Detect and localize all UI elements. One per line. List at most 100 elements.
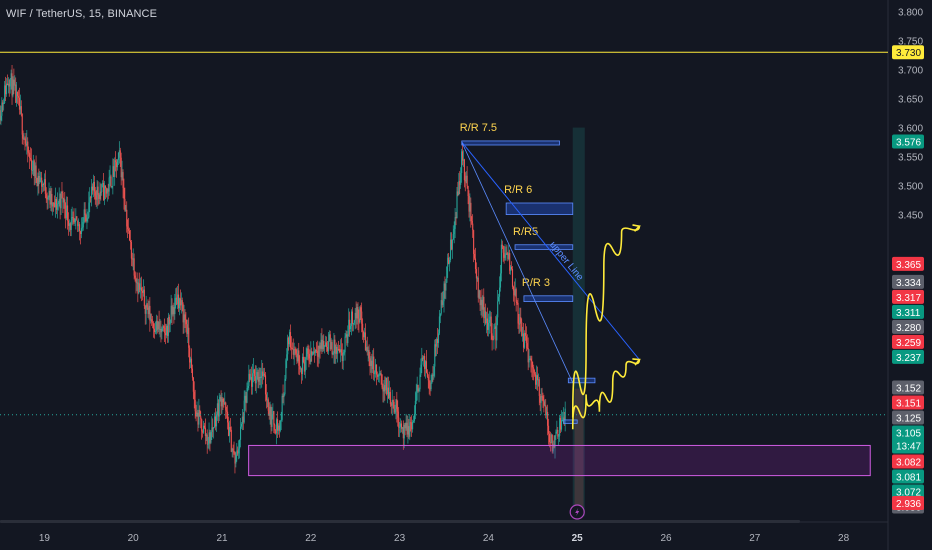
candle-body: [449, 239, 452, 261]
candle-body: [284, 378, 286, 395]
candle-body: [42, 184, 44, 187]
candle-body: [251, 377, 253, 387]
price-badge: [892, 410, 924, 425]
candle-body: [183, 314, 185, 323]
candle-body: [374, 372, 376, 375]
candle-body: [165, 332, 167, 336]
candle-body: [337, 348, 339, 354]
candle-body: [443, 283, 445, 302]
candle-body: [431, 374, 433, 383]
price-badge-text: 3.082: [896, 457, 921, 468]
candle-body: [197, 412, 199, 425]
price-badge: [892, 349, 924, 364]
rr-zone-2[interactable]: [505, 202, 574, 216]
candle-body: [94, 191, 96, 196]
candle-body: [325, 342, 327, 347]
candle-body: [287, 337, 289, 355]
candle-body: [39, 179, 41, 183]
candle-body: [372, 356, 374, 370]
candle-body: [317, 355, 319, 357]
price-badge: [892, 395, 924, 410]
candle-body: [55, 198, 58, 210]
candle-body: [45, 193, 47, 199]
candle-body: [275, 430, 277, 434]
candle-body: [209, 432, 211, 443]
candle-body: [440, 300, 442, 314]
candle-body: [489, 316, 491, 320]
candle-body: [352, 323, 354, 325]
upper-trend-line[interactable]: [461, 141, 640, 360]
candle-body: [166, 325, 168, 336]
candle-body: [512, 286, 514, 291]
candle-body: [19, 106, 21, 110]
candle-body: [175, 297, 177, 299]
candle-body: [1, 102, 3, 116]
candle-body: [460, 172, 462, 185]
rr-zone-4[interactable]: [523, 295, 574, 302]
lower-trend-line[interactable]: [461, 141, 574, 383]
rr-zone-3[interactable]: [514, 244, 574, 250]
candle-body: [504, 254, 506, 258]
candle-body: [423, 356, 425, 359]
candle-body: [360, 307, 362, 312]
candle-body: [118, 150, 120, 153]
candle-body: [217, 403, 219, 417]
candle-body: [472, 223, 474, 231]
candle-body: [190, 358, 193, 369]
candle-body: [166, 325, 169, 336]
candle-body: [338, 348, 341, 353]
candle-body: [332, 353, 334, 355]
candle-body: [2, 102, 4, 104]
candle-body: [404, 424, 406, 429]
candle-body: [84, 209, 86, 216]
price-badge: [892, 454, 924, 469]
candle-body: [274, 424, 276, 431]
time-scrollbar[interactable]: [0, 520, 800, 523]
candle-body: [185, 319, 187, 325]
candle-body: [349, 319, 351, 330]
candle-body: [406, 422, 408, 435]
candle-body: [407, 426, 409, 435]
candle-body: [22, 134, 24, 139]
candle-body: [479, 290, 481, 306]
candle-body: [548, 433, 551, 443]
candle-body: [127, 226, 129, 230]
candle-body: [557, 429, 559, 437]
candle-body: [111, 186, 113, 188]
candle-body: [60, 191, 62, 209]
candle-body: [505, 253, 507, 255]
rr-zone-6[interactable]: [563, 419, 578, 424]
candle-body: [205, 434, 207, 436]
projection-up-path[interactable]: [571, 226, 641, 418]
rr-zone-5[interactable]: [567, 377, 596, 384]
candle-body: [47, 197, 49, 199]
candle-body: [70, 220, 72, 230]
candle-body: [100, 191, 102, 193]
candle-body: [52, 202, 54, 207]
rr-zone-1[interactable]: [461, 140, 560, 146]
candle-body: [190, 358, 192, 363]
candle-body: [62, 192, 64, 203]
candle-body: [35, 165, 37, 178]
candle-body: [422, 357, 424, 359]
candle-body: [16, 91, 18, 103]
rr-label: R/R 7.5: [460, 122, 497, 134]
candle-body: [295, 349, 297, 354]
candle-body: [87, 217, 89, 219]
candle-body: [56, 203, 58, 210]
price-badge: [892, 45, 924, 60]
candle-body: [75, 216, 77, 219]
candle-body: [438, 316, 440, 334]
candle-body: [248, 373, 250, 387]
demand-zone[interactable]: [248, 444, 871, 477]
candle-body: [121, 172, 123, 178]
candle-body: [72, 216, 74, 218]
candle-body: [388, 387, 390, 399]
candle-body: [319, 345, 321, 349]
candle-body: [344, 336, 346, 353]
candle-body: [114, 160, 116, 177]
candle-body: [74, 218, 76, 223]
candle-body: [67, 220, 70, 226]
projection-alt-path[interactable]: [571, 359, 641, 430]
